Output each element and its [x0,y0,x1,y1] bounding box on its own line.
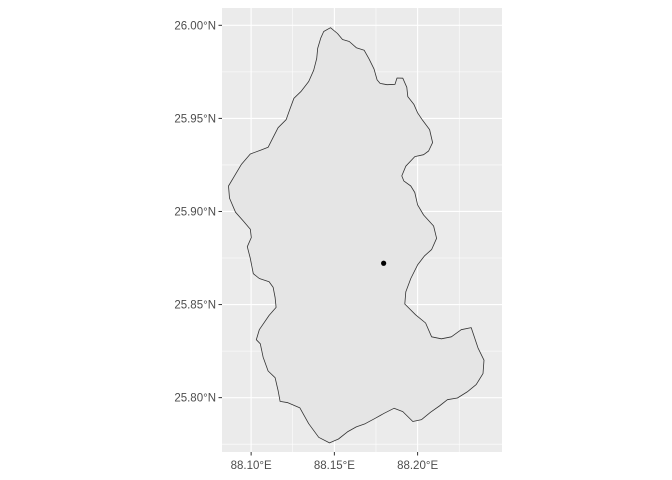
x-axis: 88.10°E 88.15°E 88.20°E [231,452,438,472]
y-tick-label: 25.90°N [174,206,216,218]
x-tick-label: 88.15°E [314,460,355,472]
district-boundary [228,27,485,444]
y-axis: 25.80°N 25.85°N 25.90°N 25.95°N 26.00°N [174,20,222,405]
location-point [381,260,387,266]
point-layer [381,260,387,266]
y-tick-label: 25.80°N [174,393,216,405]
y-tick-label: 26.00°N [174,20,216,32]
x-tick-label: 88.20°E [397,460,438,472]
y-tick-label: 25.95°N [174,113,216,125]
x-tick-label: 88.10°E [231,460,272,472]
y-tick-label: 25.85°N [174,300,216,312]
